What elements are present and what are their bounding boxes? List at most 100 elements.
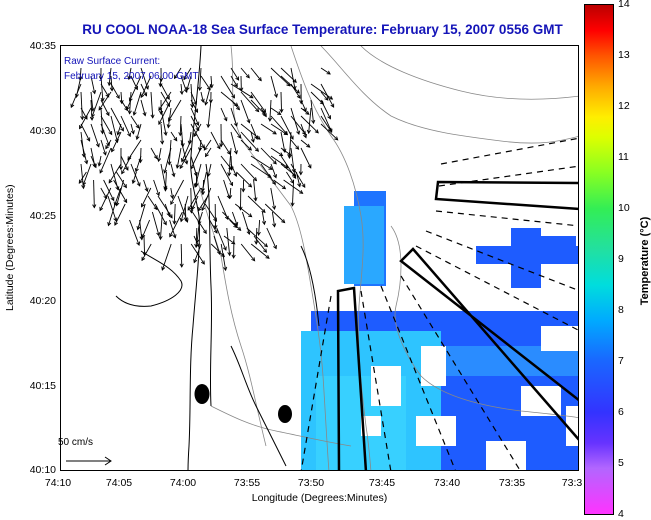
data-gap [421,346,446,386]
current-vector [94,180,95,208]
current-vector [211,132,220,149]
y-tick-label: 40:15 [2,380,56,392]
current-vector [140,148,141,162]
current-vector [100,148,111,173]
x-tick-label: 73:35 [487,477,537,489]
current-vector [201,76,210,90]
map-svg [61,46,579,471]
current-vector [271,188,275,209]
current-vector [256,228,257,244]
current-vector [251,156,272,169]
colorbar-tick: 10 [618,202,630,214]
current-vector [311,92,323,104]
current-vector [208,100,211,127]
current-vector [259,220,260,235]
current-vector [101,108,103,134]
current-vector [144,236,145,255]
current-vector [191,148,201,169]
current-vector [185,204,186,221]
colorbar-tick: 5 [618,457,624,469]
current-vector [134,92,141,115]
colorbar-tick: 8 [618,304,624,316]
current-vector [196,228,197,247]
x-tick-label: 73:50 [286,477,336,489]
current-vector [242,212,249,234]
current-vector [154,180,159,195]
scale-arrow [66,457,111,465]
y-axis-label: Latitude (Degrees:Minutes) [4,191,16,311]
current-vector [130,220,140,245]
current-vector [222,212,240,230]
data-gap [486,441,526,471]
current-vector [155,204,166,225]
sst-patch [541,236,576,256]
sst-field [301,191,579,471]
current-vector [142,220,149,238]
current-vector [174,204,175,224]
current-vector [140,220,142,240]
current-vector [251,68,261,81]
marker-oval [195,384,210,404]
current-vector [241,68,249,78]
current-vector [81,124,90,141]
current-vector [71,84,81,107]
current-vector [138,204,146,229]
current-vector [191,188,192,213]
colorbar-tick: 4 [618,508,624,520]
current-vector [181,244,182,267]
x-tick-label: 74:05 [94,477,144,489]
current-vector [148,196,157,209]
current-label-line2: February 15, 2007 06:00 GMT [64,69,199,84]
current-vector [161,164,166,189]
x-axis-label: Longitude (Degrees:Minutes) [60,492,579,504]
current-vector [151,92,153,118]
current-vector [236,172,251,187]
current-vector [267,228,276,249]
current-vector [101,100,109,115]
colorbar-label: Temperature (°C) [639,196,651,326]
current-vector [117,180,124,206]
current-vector [92,92,101,117]
colorbar-tick: 14 [618,0,630,10]
current-vector [281,76,299,93]
y-tick-label: 40:35 [2,40,56,52]
current-vector [241,100,249,123]
x-tick-label: 74:10 [33,477,83,489]
current-vector [81,92,82,119]
current-vector [241,92,259,112]
current-vector [271,76,277,97]
current-vector [311,84,332,99]
x-tick-label: 74:00 [158,477,208,489]
map-title: RU COOL NOAA-18 Sea Surface Temperature:… [60,22,585,37]
temperature-colorbar [584,4,614,515]
current-vectors [71,68,338,270]
current-vector [254,180,256,201]
current-vector [203,180,204,194]
current-vector [204,140,211,150]
colorbar-tick: 6 [618,406,624,418]
current-vector [81,140,87,164]
data-gap [416,416,456,446]
current-vector [91,124,99,147]
x-tick-label: 73:40 [422,477,472,489]
current-vector [321,100,330,119]
current-vector [281,92,282,112]
current-vector [122,156,131,174]
current-vector [194,244,201,263]
scale-label: 50 cm/s [58,437,93,448]
sst-patch [511,228,541,288]
current-vector [224,236,235,244]
colorbar-tick: 11 [618,151,629,163]
current-vector [309,108,311,133]
colorbar-tick: 13 [618,49,630,61]
current-vector [221,164,233,185]
colorbar-tick: 12 [618,100,630,112]
current-vector [111,116,117,142]
current-vector [164,148,171,173]
current-vector [131,116,139,128]
y-tick-label: 40:30 [2,125,56,137]
current-vector [200,68,201,90]
current-vector [291,140,299,149]
current-vector [121,116,130,136]
x-tick-label: 73:55 [222,477,272,489]
